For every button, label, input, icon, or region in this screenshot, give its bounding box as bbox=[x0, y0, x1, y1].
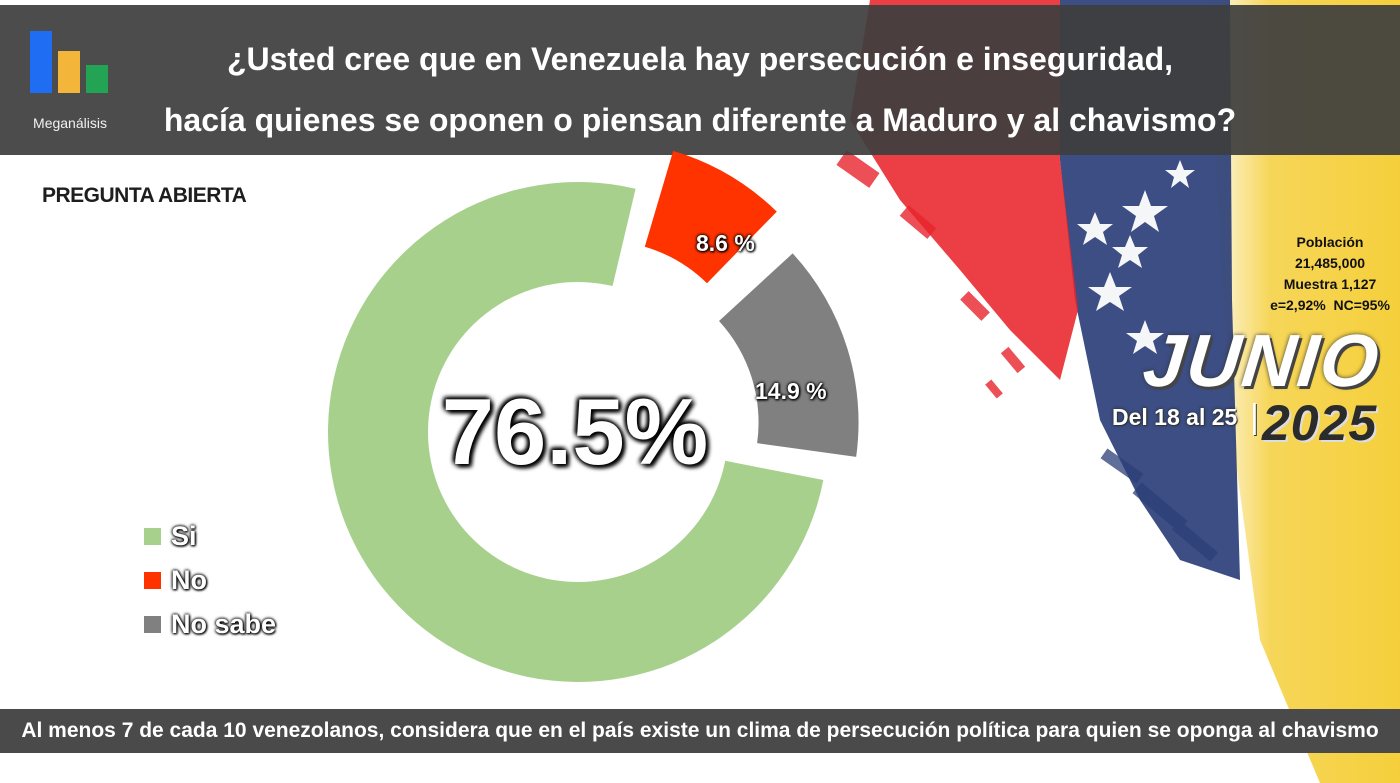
legend-item-no: No bbox=[144, 558, 276, 602]
legend-item-no-sabe: No sabe bbox=[144, 602, 276, 646]
logo-bar-blue bbox=[30, 31, 52, 93]
page-title: ¿Usted cree que en Venezuela hay persecu… bbox=[130, 29, 1270, 151]
data-label-no-sabe: 14.9 % bbox=[755, 378, 827, 404]
title-line-2: hacía quienes se oponen o piensan difere… bbox=[163, 102, 1237, 138]
footer-caption: Al menos 7 de cada 10 venezolanos, consi… bbox=[0, 709, 1400, 753]
flag-stars bbox=[1077, 160, 1195, 354]
sample-size: Muestra 1,127 bbox=[1283, 276, 1377, 292]
legend-label-si: Si bbox=[171, 520, 197, 551]
legend-label-no-sabe: No sabe bbox=[171, 608, 277, 639]
population-label: Población bbox=[1296, 234, 1364, 250]
error-confidence: e=2,92% NC=95% bbox=[1270, 297, 1390, 313]
logo-bar-green bbox=[86, 65, 108, 93]
header-bar: Meganálisis ¿Usted cree que en Venezuela… bbox=[0, 5, 1400, 155]
meganalisis-logo: Meganálisis bbox=[22, 31, 118, 135]
legend-swatch-si bbox=[144, 527, 161, 545]
legend-item-si: Si bbox=[144, 514, 276, 558]
legend-swatch-no bbox=[144, 571, 161, 589]
logo-text: Meganálisis bbox=[33, 115, 107, 131]
slice-no-sabe bbox=[719, 253, 859, 457]
slice-no bbox=[644, 150, 777, 284]
logo-bar-yellow bbox=[58, 51, 80, 93]
study-month: JUNIO bbox=[1139, 319, 1385, 402]
study-details: Población 21,485,000 Muestra 1,127 e=2,9… bbox=[1266, 232, 1394, 316]
data-label-si: 76.5% bbox=[441, 379, 709, 484]
slice-si bbox=[328, 182, 824, 682]
question-type-label: PREGUNTA ABIERTA bbox=[42, 184, 247, 207]
title-line-1: ¿Usted cree que en Venezuela hay persecu… bbox=[226, 41, 1174, 77]
flag-red-brush-strokes bbox=[836, 150, 1026, 399]
data-label-no: 8.6 % bbox=[696, 230, 755, 256]
date-separator: | bbox=[1250, 398, 1259, 436]
legend-swatch-no-sabe bbox=[144, 615, 161, 633]
legend-label-no: No bbox=[171, 564, 207, 595]
flag-blue-brush-strokes bbox=[1100, 448, 1219, 562]
population-value: 21,485,000 bbox=[1294, 255, 1366, 271]
date-range: Del 18 al 25 bbox=[1112, 404, 1238, 430]
study-year: 2025 bbox=[1262, 395, 1378, 451]
study-date-block: Del 18 al 25 | 2025 bbox=[1112, 395, 1376, 452]
flag-yellow-stripe bbox=[1200, 0, 1400, 783]
chart-legend: Si No No sabe bbox=[144, 514, 276, 646]
